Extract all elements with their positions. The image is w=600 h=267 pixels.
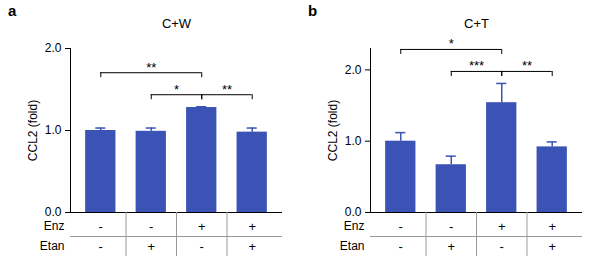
svg-text:**: ** [522, 58, 532, 73]
svg-text:+: + [548, 219, 556, 234]
svg-text:*: * [174, 82, 179, 97]
svg-text:-: - [99, 219, 103, 234]
svg-text:Etan: Etan [40, 239, 65, 253]
html-text:b: b [308, 2, 318, 19]
svg-text:C+T: C+T [464, 16, 489, 31]
svg-text:+: + [248, 219, 256, 234]
svg-text:-: - [200, 239, 204, 254]
svg-text:-: - [399, 219, 403, 234]
svg-text:1.0: 1.0 [345, 134, 362, 148]
svg-text:2.0: 2.0 [45, 41, 62, 55]
html-text:a: a [8, 2, 17, 19]
svg-text:+: + [198, 219, 206, 234]
svg-text:+: + [548, 239, 556, 254]
svg-text:+: + [248, 239, 256, 254]
svg-text:Enz: Enz [344, 219, 365, 233]
svg-text:C+W: C+W [162, 16, 192, 31]
svg-text:+: + [447, 239, 455, 254]
svg-text:-: - [500, 239, 504, 254]
svg-text:1.0: 1.0 [45, 123, 62, 137]
svg-text:-: - [149, 219, 153, 234]
svg-text:***: *** [469, 58, 484, 73]
svg-text:+: + [147, 239, 155, 254]
svg-text:-: - [399, 239, 403, 254]
svg-text:Etan: Etan [340, 239, 365, 253]
svg-text:CCL2 (fold): CCL2 (fold) [326, 100, 340, 161]
svg-text:-: - [99, 239, 103, 254]
svg-text:-: - [449, 219, 453, 234]
svg-text:CCL2 (fold): CCL2 (fold) [26, 100, 40, 161]
svg-text:+: + [498, 219, 506, 234]
svg-text:0.0: 0.0 [345, 205, 362, 219]
svg-text:**: ** [222, 82, 232, 97]
svg-text:2.0: 2.0 [345, 63, 362, 77]
svg-text:*: * [449, 36, 454, 51]
svg-text:Enz: Enz [44, 219, 65, 233]
svg-text:**: ** [146, 60, 156, 75]
svg-text:0.0: 0.0 [45, 205, 62, 219]
